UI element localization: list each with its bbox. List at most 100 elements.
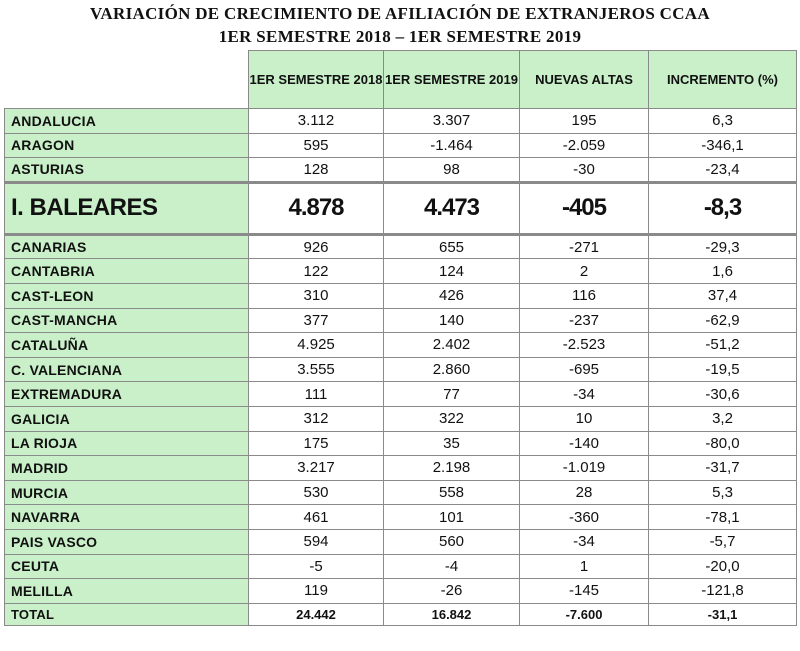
table-row: ASTURIAS 128 98 -30 -23,4 bbox=[4, 157, 797, 183]
value-altas: -1.019 bbox=[519, 455, 649, 481]
region-name: EXTREMADURA bbox=[4, 381, 249, 407]
value-altas: 2 bbox=[519, 258, 649, 284]
value-altas: -140 bbox=[519, 430, 649, 457]
value-2019: 140 bbox=[383, 307, 520, 334]
value-altas: -405 bbox=[519, 180, 649, 236]
value-incremento: 6,3 bbox=[648, 108, 797, 134]
value-2018: 119 bbox=[248, 578, 384, 604]
region-name: C. VALENCIANA bbox=[4, 356, 249, 383]
total-2018: 24.442 bbox=[248, 602, 384, 626]
header-blank bbox=[4, 50, 249, 109]
value-altas: 195 bbox=[519, 108, 649, 134]
value-2018: 4.878 bbox=[248, 180, 384, 236]
header-incremento: INCREMENTO (%) bbox=[648, 50, 797, 109]
value-incremento: 5,3 bbox=[648, 479, 797, 506]
value-2019: 35 bbox=[383, 430, 520, 457]
value-2019: 77 bbox=[383, 381, 520, 407]
value-2019: -26 bbox=[383, 578, 520, 604]
region-name: NAVARRA bbox=[4, 504, 249, 530]
value-2018: 4.925 bbox=[248, 332, 384, 358]
value-2019: -1.464 bbox=[383, 132, 520, 159]
value-2019: 3.307 bbox=[383, 108, 520, 134]
table-row: CANTABRIA 122 124 2 1,6 bbox=[4, 258, 797, 284]
table-body: ANDALUCIA 3.112 3.307 195 6,3 ARAGON 595 -1.464… bbox=[4, 108, 797, 604]
value-altas: 1 bbox=[519, 553, 649, 580]
value-altas: -271 bbox=[519, 233, 649, 260]
value-2018: 594 bbox=[248, 528, 384, 555]
value-incremento: -78,1 bbox=[648, 504, 797, 530]
region-name: MADRID bbox=[4, 455, 249, 481]
value-2018: 530 bbox=[248, 479, 384, 506]
value-2018: 111 bbox=[248, 381, 384, 407]
total-incremento: -31,1 bbox=[648, 602, 797, 626]
value-incremento: -20,0 bbox=[648, 553, 797, 580]
value-incremento: -23,4 bbox=[648, 157, 797, 183]
value-altas: 28 bbox=[519, 479, 649, 506]
value-incremento: -30,6 bbox=[648, 381, 797, 407]
value-2018: -5 bbox=[248, 553, 384, 580]
value-2018: 377 bbox=[248, 307, 384, 334]
value-2019: 558 bbox=[383, 479, 520, 506]
table-row: EXTREMADURA 111 77 -34 -30,6 bbox=[4, 381, 797, 407]
table-row: CAST-MANCHA 377 140 -237 -62,9 bbox=[4, 307, 797, 334]
table-row: ANDALUCIA 3.112 3.307 195 6,3 bbox=[4, 108, 797, 134]
value-altas: 10 bbox=[519, 405, 649, 432]
value-2018: 461 bbox=[248, 504, 384, 530]
value-2018: 3.217 bbox=[248, 455, 384, 481]
value-incremento: 37,4 bbox=[648, 282, 797, 309]
table-row: CAST-LEON 310 426 116 37,4 bbox=[4, 282, 797, 309]
header-semestre-2019: 1ER SEMESTRE 2019 bbox=[383, 50, 520, 109]
value-incremento: -121,8 bbox=[648, 578, 797, 604]
value-2018: 312 bbox=[248, 405, 384, 432]
region-name: CAST-LEON bbox=[4, 282, 249, 309]
table-row: CEUTA -5 -4 1 -20,0 bbox=[4, 553, 797, 580]
region-name: ANDALUCIA bbox=[4, 108, 249, 134]
value-incremento: -51,2 bbox=[648, 332, 797, 358]
value-2018: 175 bbox=[248, 430, 384, 457]
value-incremento: -80,0 bbox=[648, 430, 797, 457]
value-incremento: -8,3 bbox=[648, 180, 797, 236]
value-altas: -34 bbox=[519, 381, 649, 407]
value-incremento: -346,1 bbox=[648, 132, 797, 159]
total-2019: 16.842 bbox=[383, 602, 520, 626]
region-name: GALICIA bbox=[4, 405, 249, 432]
table-row: NAVARRA 461 101 -360 -78,1 bbox=[4, 504, 797, 530]
value-altas: -237 bbox=[519, 307, 649, 334]
value-incremento: 1,6 bbox=[648, 258, 797, 284]
region-name: ARAGON bbox=[4, 132, 249, 159]
value-2018: 128 bbox=[248, 157, 384, 183]
value-incremento: -19,5 bbox=[648, 356, 797, 383]
region-name: CEUTA bbox=[4, 553, 249, 580]
value-2018: 595 bbox=[248, 132, 384, 159]
value-2019: 322 bbox=[383, 405, 520, 432]
value-2018: 310 bbox=[248, 282, 384, 309]
value-2019: 124 bbox=[383, 258, 520, 284]
region-name: CAST-MANCHA bbox=[4, 307, 249, 334]
value-2018: 3.112 bbox=[248, 108, 384, 134]
value-incremento: 3,2 bbox=[648, 405, 797, 432]
region-name: MELILLA bbox=[4, 578, 249, 604]
value-2019: 98 bbox=[383, 157, 520, 183]
header-nuevas-altas: NUEVAS ALTAS bbox=[519, 50, 649, 109]
header-row: 1ER SEMESTRE 2018 1ER SEMESTRE 2019 NUEV… bbox=[4, 50, 797, 109]
table-row: PAIS VASCO 594 560 -34 -5,7 bbox=[4, 528, 797, 555]
region-name: CATALUÑA bbox=[4, 332, 249, 358]
total-altas: -7.600 bbox=[519, 602, 649, 626]
value-incremento: -62,9 bbox=[648, 307, 797, 334]
table-title: VARIACIÓN DE CRECIMIENTO DE AFILIACIÓN D… bbox=[90, 4, 710, 23]
value-altas: -2.059 bbox=[519, 132, 649, 159]
table-row: MELILLA 119 -26 -145 -121,8 bbox=[4, 578, 797, 604]
value-2019: 4.473 bbox=[383, 180, 520, 236]
region-name: ASTURIAS bbox=[4, 157, 249, 183]
value-2019: 655 bbox=[383, 233, 520, 260]
value-incremento: -5,7 bbox=[648, 528, 797, 555]
header-semestre-2018: 1ER SEMESTRE 2018 bbox=[248, 50, 384, 109]
region-name: MURCIA bbox=[4, 479, 249, 506]
value-2019: 2.198 bbox=[383, 455, 520, 481]
value-2019: 2.860 bbox=[383, 356, 520, 383]
table-row: MURCIA 530 558 28 5,3 bbox=[4, 479, 797, 506]
value-altas: 116 bbox=[519, 282, 649, 309]
region-name: I. BALEARES bbox=[4, 180, 249, 236]
value-2019: 101 bbox=[383, 504, 520, 530]
table-row: MADRID 3.217 2.198 -1.019 -31,7 bbox=[4, 455, 797, 481]
